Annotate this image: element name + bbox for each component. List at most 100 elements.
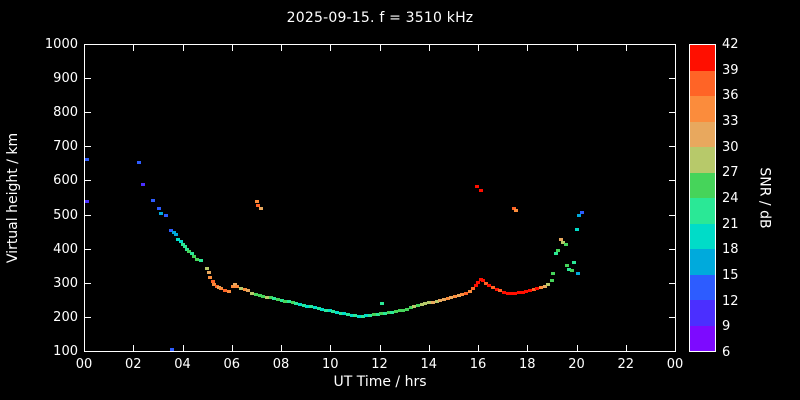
y-tick-label: 900 bbox=[53, 71, 78, 87]
x-axis-label: UT Time / hrs bbox=[333, 374, 427, 390]
data-point bbox=[279, 299, 284, 302]
colorbar-label: SNR / dB bbox=[752, 44, 778, 352]
data-point bbox=[520, 290, 525, 294]
data-point bbox=[342, 312, 347, 316]
data-point bbox=[235, 285, 240, 289]
x-tick-mark-top bbox=[428, 45, 430, 51]
x-tick-mark-top bbox=[675, 45, 676, 51]
colorbar-label-text: SNR / dB bbox=[757, 167, 774, 229]
data-point bbox=[250, 291, 255, 295]
y-tick-label: 600 bbox=[53, 173, 78, 189]
data-point bbox=[334, 310, 339, 314]
data-point bbox=[419, 303, 424, 307]
y-tick-label: 200 bbox=[53, 309, 78, 325]
y-axis-label-text: Virtual height / km bbox=[5, 132, 21, 264]
data-point bbox=[368, 313, 373, 317]
x-tick-mark-top bbox=[281, 45, 282, 51]
colorbar-segment bbox=[690, 147, 715, 173]
data-point bbox=[331, 310, 336, 314]
y-tick-label: 300 bbox=[53, 275, 78, 291]
data-point bbox=[272, 297, 277, 301]
data-point bbox=[514, 208, 519, 212]
x-tick-mark bbox=[84, 345, 85, 351]
x-tick-mark bbox=[428, 345, 430, 351]
data-point bbox=[268, 296, 273, 300]
y-tick-mark bbox=[85, 248, 91, 250]
x-tick-mark-top bbox=[231, 45, 233, 51]
data-point bbox=[575, 271, 580, 275]
data-point bbox=[460, 292, 465, 296]
data-point bbox=[261, 294, 266, 298]
data-point bbox=[416, 304, 421, 308]
data-point bbox=[170, 348, 175, 352]
data-point bbox=[535, 286, 540, 290]
data-point bbox=[574, 227, 579, 231]
x-tick-label: 00 bbox=[75, 357, 93, 372]
data-point bbox=[173, 232, 178, 236]
data-point bbox=[430, 300, 435, 304]
colorbar-segment bbox=[690, 121, 715, 147]
data-point bbox=[379, 312, 384, 316]
data-point bbox=[375, 312, 380, 316]
data-point bbox=[550, 279, 555, 283]
plot-area bbox=[84, 44, 676, 352]
data-point bbox=[212, 282, 217, 286]
x-tick-mark-top bbox=[84, 45, 85, 51]
x-tick-mark-top bbox=[379, 45, 381, 51]
data-point bbox=[527, 288, 532, 292]
data-point bbox=[467, 289, 472, 293]
data-point bbox=[476, 281, 481, 285]
data-point bbox=[208, 275, 213, 279]
data-point bbox=[382, 311, 387, 315]
y-tick-mark bbox=[85, 44, 91, 45]
colorbar-segment bbox=[690, 274, 715, 300]
colorbar-tick-label: 33 bbox=[722, 114, 739, 129]
colorbar-tick-label: 21 bbox=[722, 216, 739, 232]
data-point bbox=[283, 299, 288, 303]
data-point bbox=[511, 207, 516, 211]
data-point bbox=[257, 293, 262, 297]
x-tick-mark-top bbox=[625, 45, 627, 51]
data-point bbox=[169, 229, 174, 233]
data-point bbox=[441, 297, 446, 301]
data-point bbox=[239, 286, 244, 290]
colorbar bbox=[689, 44, 716, 352]
x-tick-label: 08 bbox=[272, 357, 290, 372]
colorbar-segment bbox=[690, 96, 715, 122]
y-tick-label: 800 bbox=[53, 105, 78, 121]
data-point bbox=[210, 280, 215, 284]
data-point bbox=[349, 313, 354, 317]
data-point bbox=[564, 264, 569, 268]
data-point bbox=[85, 200, 90, 204]
y-tick-mark-right bbox=[669, 146, 675, 148]
data-point bbox=[561, 240, 566, 244]
data-point bbox=[242, 288, 247, 292]
x-tick-label: 22 bbox=[617, 357, 635, 372]
data-point bbox=[509, 292, 514, 296]
data-point bbox=[478, 188, 483, 192]
colorbar-tick-label: 30 bbox=[722, 139, 739, 155]
data-point bbox=[353, 314, 358, 318]
data-point bbox=[481, 279, 486, 283]
x-tick-label: 20 bbox=[568, 357, 585, 372]
colorbar-segment bbox=[690, 45, 715, 71]
data-point bbox=[159, 212, 164, 216]
data-point bbox=[542, 284, 547, 288]
x-tick-label: 12 bbox=[371, 357, 388, 372]
data-point bbox=[427, 301, 432, 305]
data-point bbox=[185, 248, 190, 251]
colorbar-segment bbox=[690, 70, 715, 96]
data-point bbox=[182, 245, 187, 249]
colorbar-segment bbox=[690, 325, 715, 351]
data-point bbox=[412, 305, 417, 309]
data-point bbox=[498, 289, 503, 293]
colorbar-tick-label: 9 bbox=[722, 319, 731, 335]
x-tick-label: 02 bbox=[124, 357, 142, 372]
data-point bbox=[360, 314, 365, 318]
data-point bbox=[478, 277, 483, 281]
data-point bbox=[178, 239, 183, 243]
y-tick-label: 1000 bbox=[44, 37, 78, 52]
data-point bbox=[204, 266, 209, 270]
data-point bbox=[445, 296, 450, 300]
data-point bbox=[194, 257, 199, 261]
